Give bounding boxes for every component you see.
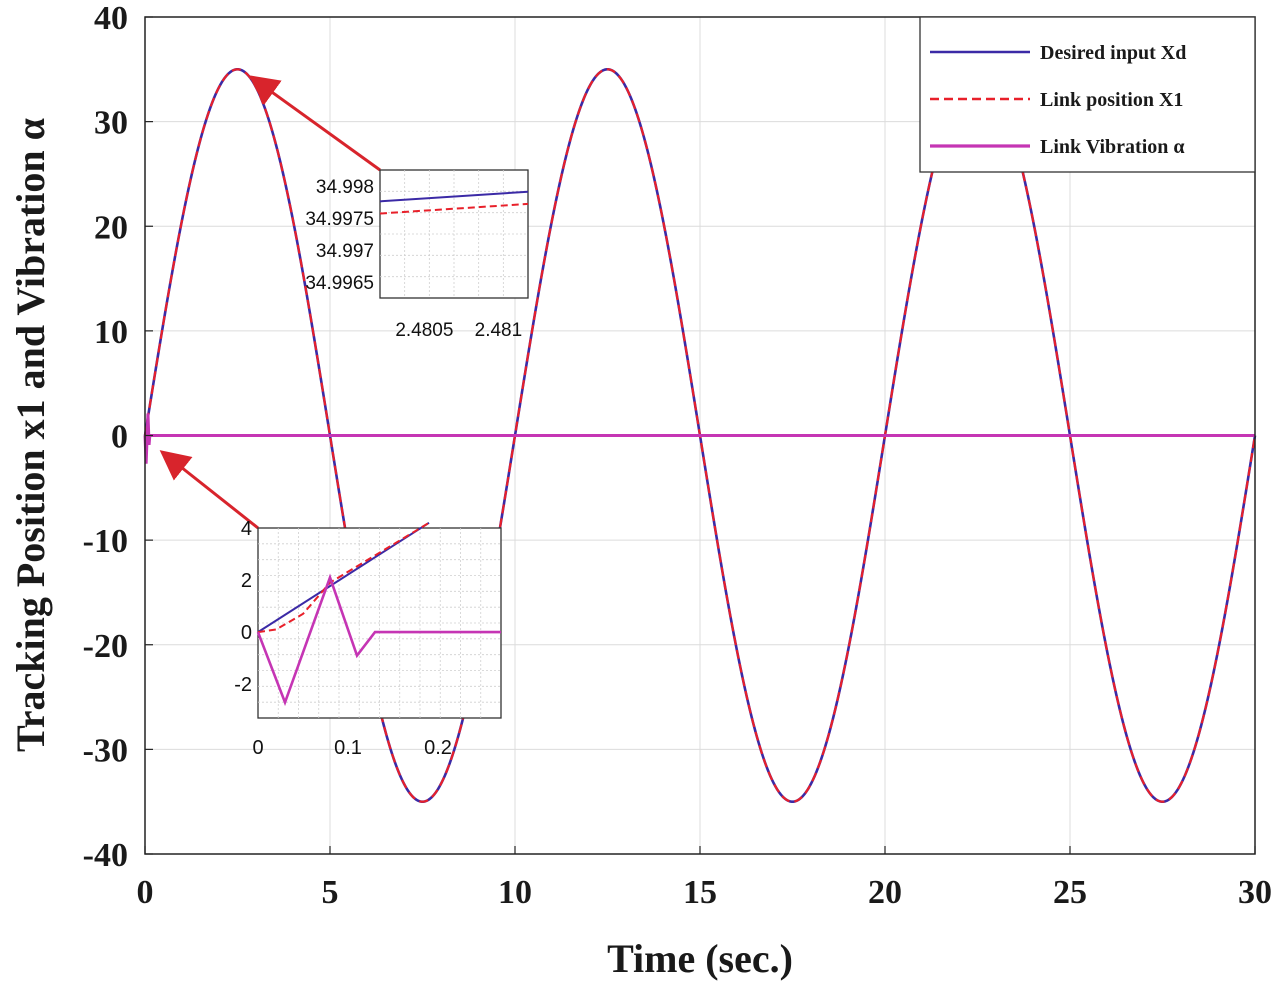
y-tick-label: 0 [111,419,128,456]
inset-y-tick-label: 0 [241,622,252,644]
y-tick-label: -30 [83,732,128,769]
x-tick-label: 10 [498,874,532,911]
arrow-to-start [159,450,259,530]
legend-label: Desired input Xd [1040,42,1186,64]
inset-y-tick-label: 4 [241,518,252,540]
x-tick-label: 30 [1238,874,1272,911]
inset-series-line [257,521,430,633]
y-tick-label: -20 [83,628,128,665]
x-axis-label: Time (sec.) [607,936,793,981]
callout-arrows [159,75,381,530]
inset-x-tick-label: 2.481 [475,320,523,341]
y-tick-label: 20 [94,209,128,246]
inset-series-line [257,521,430,634]
main-series [143,68,1257,803]
series-link-vibration [143,413,1255,464]
legend-label: Link position X1 [1040,89,1183,111]
y-tick-label: -10 [83,523,128,560]
x-tick-label: 15 [683,874,717,911]
inset-peak-zoom: 2.4805 2.481 34.998 34.9975 34.997 34.9965 [305,169,529,341]
inset-x-tick-label: 2.4805 [395,320,453,341]
inset-start-zoom: 0 0.1 0.2 4 2 0 -2 [234,518,502,759]
x-tick-label: 5 [322,874,339,911]
x-tick-label: 20 [868,874,902,911]
inset-y-tick-label: 34.9975 [305,209,374,230]
x-tick-label: 25 [1053,874,1087,911]
legend-label: Link Vibration α [1040,136,1185,158]
arrow-to-peak [248,75,381,172]
inset-series-line [379,202,529,215]
y-tick-label: 30 [94,105,128,142]
y-tick-label: 40 [94,0,128,37]
y-tick-label: 10 [94,314,128,351]
inset-y-tick-label: 2 [241,570,252,592]
inset-y-tick-label: 34.997 [316,241,374,262]
axis-labels: Time (sec.) Tracking Position x1 and Vibr… [8,118,793,981]
inset-y-tick-label: 34.9965 [305,273,374,294]
inset-series-line [256,573,501,707]
inset-x-tick-label: 0 [252,737,263,759]
y-axis-label: Tracking Position x1 and Vibration α [8,118,53,752]
inset-y-tick-label: -2 [234,674,252,696]
legend: Desired input Xd Link position X1 Link Vib… [919,16,1256,173]
inset-x-tick-label: 0.2 [424,737,452,759]
inset-y-tick-label: 34.998 [316,177,374,198]
inset-x-tick-label: 0.1 [334,737,362,759]
x-tick-label: 0 [137,874,154,911]
y-tick-label: -40 [83,837,128,874]
inset-series-line [379,190,529,203]
